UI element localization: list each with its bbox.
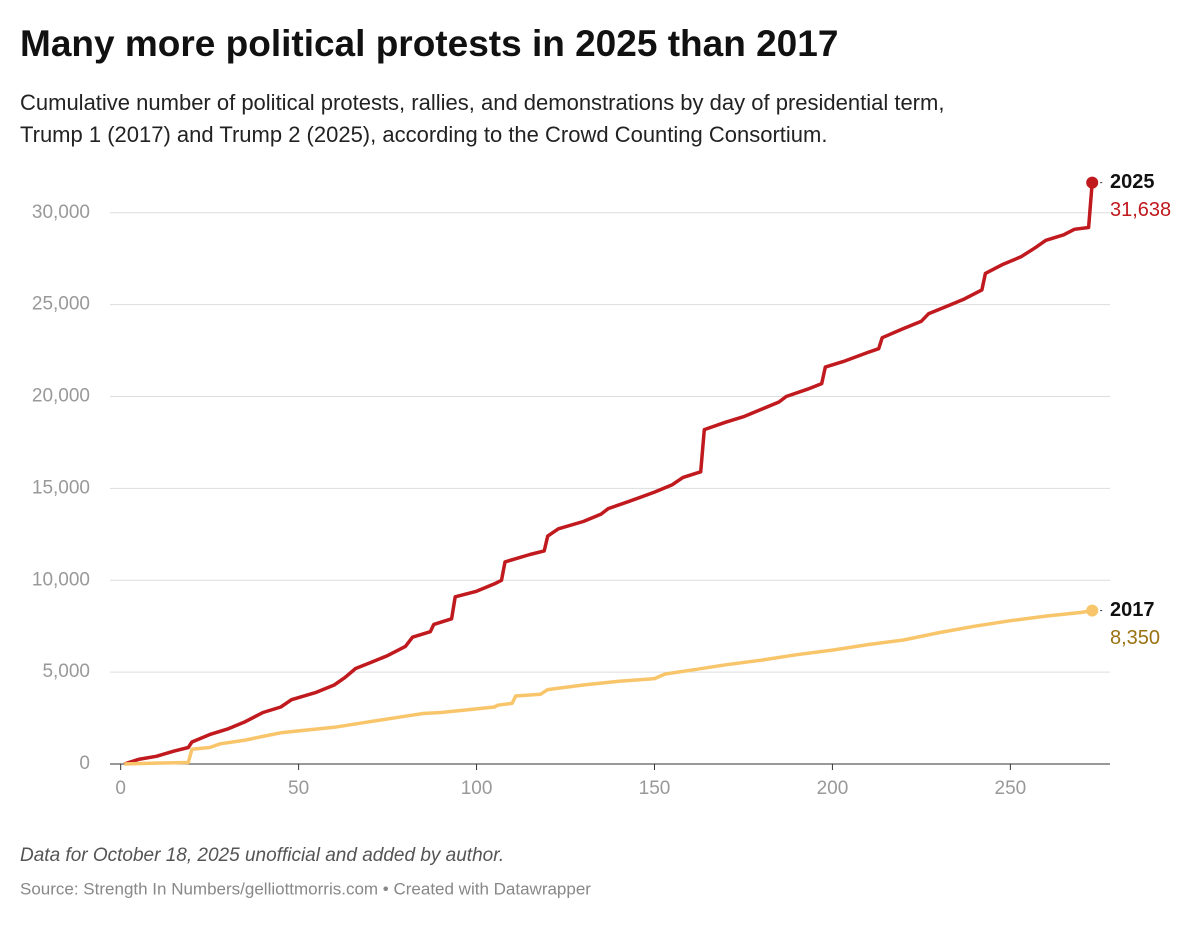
y-tick-label: 0 (79, 753, 90, 774)
y-tick-label: 15,000 (32, 477, 90, 498)
series-name: 2025 (1110, 171, 1155, 193)
end-point (1086, 176, 1099, 189)
x-tick-label: 150 (639, 778, 671, 799)
y-tick-label: 30,000 (32, 202, 90, 223)
chart-title: Many more political protests in 2025 tha… (20, 23, 838, 64)
value-label: 8,350 (1110, 627, 1160, 649)
y-tick-label: 20,000 (32, 386, 90, 407)
chart-subtitle: Cumulative number of political protests,… (20, 90, 944, 147)
y-tick-label: 25,000 (32, 294, 90, 315)
series-line (123, 182, 1094, 766)
x-tick-label: 0 (115, 778, 126, 799)
y-tick-label: 5,000 (42, 661, 90, 682)
source: Source: Strength In Numbers/gelliottmorr… (20, 879, 591, 898)
y-tick-label: 10,000 (32, 569, 90, 590)
note: Data for October 18, 2025 unofficial and… (20, 845, 504, 866)
value-label: 31,638 (1110, 199, 1171, 221)
x-tick-label: 200 (817, 778, 849, 799)
end-point (1086, 604, 1099, 617)
x-tick-label: 100 (461, 778, 493, 799)
series-line (124, 608, 1093, 766)
x-tick-label: 250 (995, 778, 1027, 799)
x-tick-label: 50 (288, 778, 309, 799)
series-name: 2017 (1110, 599, 1155, 621)
